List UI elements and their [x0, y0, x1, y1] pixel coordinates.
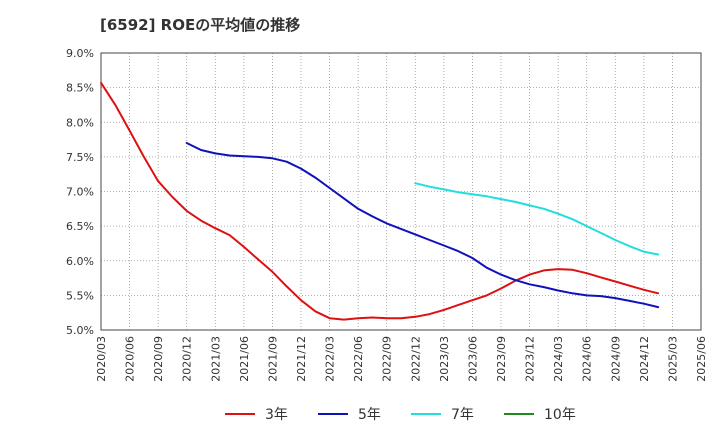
x-tick-label: 2023/03 [438, 336, 451, 382]
chart-title: [6592] ROEの平均値の推移 [100, 16, 301, 34]
series-line-1 [100, 81, 660, 321]
x-tick-label: 2024/09 [609, 336, 622, 382]
y-tick-label: 5.5% [66, 289, 94, 302]
y-tick-label: 6.5% [66, 220, 94, 233]
legend-label-4: 10年 [544, 407, 576, 423]
x-tick-label: 2021/06 [238, 336, 251, 382]
y-tick-label: 8.5% [66, 82, 94, 95]
x-tick-label: 2023/09 [495, 336, 508, 382]
x-tick-label: 2022/03 [324, 336, 337, 382]
x-tick-label: 2025/06 [695, 336, 708, 382]
legend-label-1: 3年 [265, 407, 288, 423]
x-tick-label: 2024/06 [581, 336, 594, 382]
x-tick-label: 2021/09 [266, 336, 279, 382]
x-tick-label: 2022/09 [381, 336, 394, 382]
x-tick-label: 2021/03 [209, 336, 222, 382]
x-tick-label: 2020/09 [152, 336, 165, 382]
x-tick-label: 2023/06 [466, 336, 479, 382]
y-tick-label: 7.5% [66, 151, 94, 164]
x-tick-label: 2021/12 [295, 336, 308, 382]
y-tick-label: 8.0% [66, 116, 94, 129]
y-tick-label: 5.0% [66, 324, 94, 337]
y-tick-label: 7.0% [66, 186, 94, 199]
x-tick-label: 2025/03 [666, 336, 679, 382]
x-tick-label: 2022/12 [409, 336, 422, 382]
y-tick-label: 9.0% [66, 47, 94, 60]
series-line-3 [414, 182, 660, 256]
x-tick-label: 2022/06 [352, 336, 365, 382]
x-tick-label: 2020/06 [124, 336, 137, 382]
x-tick-label: 2024/12 [638, 336, 651, 382]
plot-area-border [100, 52, 702, 331]
x-tick-label: 2020/03 [95, 336, 108, 382]
legend-label-2: 5年 [358, 407, 381, 423]
legend-label-3: 7年 [451, 407, 474, 423]
series-line-2 [185, 142, 660, 309]
x-tick-label: 2024/03 [552, 336, 565, 382]
y-tick-label: 6.0% [66, 255, 94, 268]
x-tick-label: 2023/12 [524, 336, 537, 382]
x-tick-label: 2020/12 [181, 336, 194, 382]
